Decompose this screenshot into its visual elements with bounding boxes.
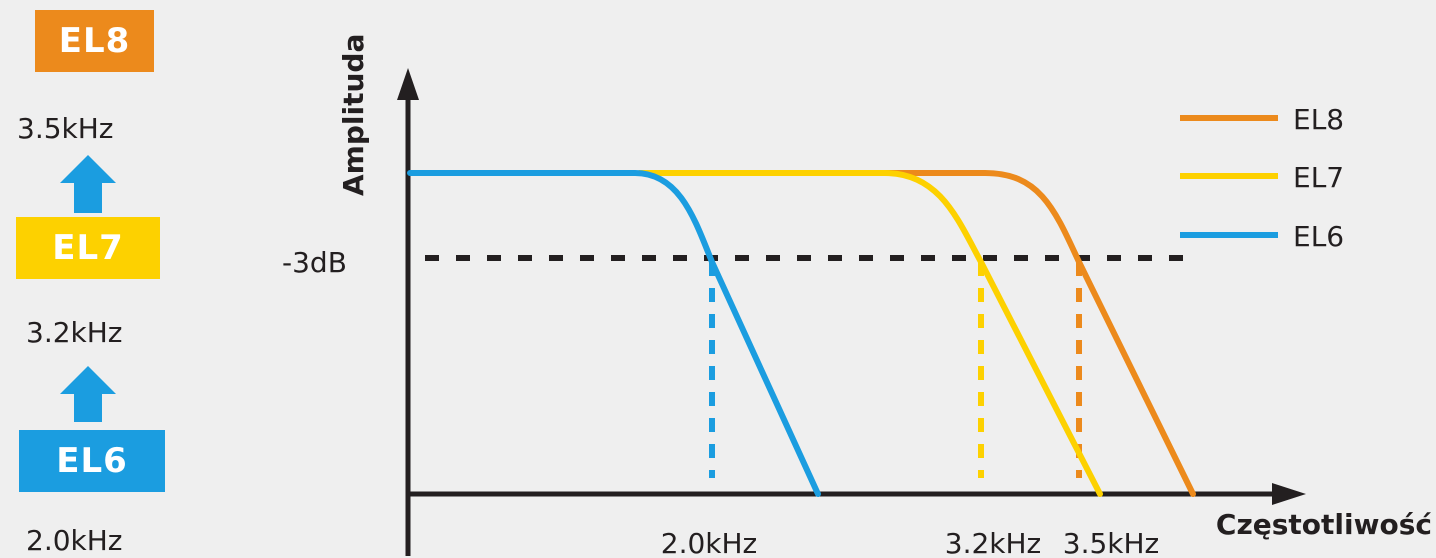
x-axis-label: Częstotliwość [1216, 508, 1432, 541]
el8-series-line [637, 170, 1196, 497]
el6-label-box: EL6 [19, 430, 165, 492]
el8-frequency: 3.5kHz [17, 112, 114, 145]
el6-label: EL6 [56, 441, 128, 481]
el7-label: EL7 [52, 228, 124, 268]
x-tick-label: 3.5kHz [1063, 527, 1160, 558]
x-tick-label: 3.2kHz [945, 527, 1042, 558]
legend-label-el7: EL7 [1293, 161, 1344, 194]
y-axis-label: Amplituda [337, 34, 370, 196]
el6-frequency: 2.0kHz [26, 524, 123, 557]
minus-3db-label: -3dB [282, 246, 347, 279]
legend-label-el6: EL6 [1293, 220, 1344, 253]
legend-label-el8: EL8 [1293, 103, 1344, 136]
el8-label-box: EL8 [35, 10, 154, 72]
arrow-up-icon [60, 366, 116, 422]
el8-label: EL8 [58, 21, 131, 61]
arrow-up-icon [60, 155, 116, 213]
el7-frequency: 3.2kHz [26, 316, 123, 349]
y-axis-arrowhead [397, 68, 419, 100]
el6-series-line [407, 170, 821, 497]
legend: EL8 EL7 EL6 [1180, 103, 1344, 253]
x-axis-arrowhead [1272, 483, 1306, 505]
x-tick-label: 2.0kHz [661, 527, 758, 558]
el7-series-line [637, 170, 1103, 497]
el7-label-box: EL7 [16, 217, 160, 279]
